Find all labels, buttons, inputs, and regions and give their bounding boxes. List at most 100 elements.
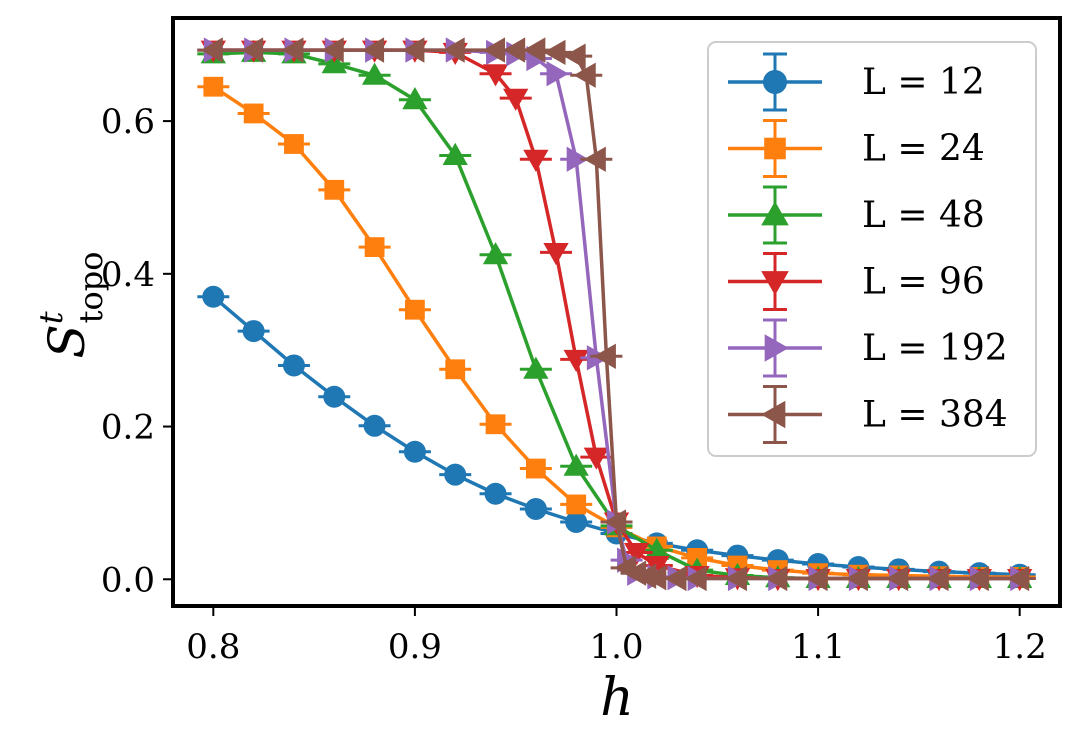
data-point xyxy=(523,149,549,172)
data-point xyxy=(444,463,467,486)
data-point xyxy=(284,134,304,154)
x-tick-label: 1.0 xyxy=(589,627,643,667)
series-1 xyxy=(197,285,1036,586)
data-point xyxy=(724,565,747,592)
axes-layer: 0.8 0.9 1.0 1.1 1.2 0.0 0.2 0.4 0.6 xyxy=(101,16,1062,667)
data-point xyxy=(563,43,586,69)
data-point xyxy=(442,142,468,165)
svg-text:Sttopo: Sttopo xyxy=(32,252,110,359)
data-point xyxy=(1007,565,1030,592)
legend-label: L = 96 xyxy=(862,262,985,303)
legend-marker xyxy=(761,271,789,296)
data-point xyxy=(282,354,305,377)
data-point xyxy=(482,37,506,63)
legend: L = 12 L = 24 L = 48 L = 96 L = 192 L = 384 xyxy=(707,41,1037,457)
y-axis-label-main: S xyxy=(38,324,96,358)
legend-marker xyxy=(764,137,786,160)
legend-marker xyxy=(761,400,786,429)
y-axis-label-sub: topo xyxy=(72,252,110,324)
data-point xyxy=(442,37,465,63)
data-point xyxy=(361,62,388,85)
legend-marker xyxy=(761,201,789,226)
data-point xyxy=(203,76,224,97)
data-point xyxy=(563,349,589,372)
data-point xyxy=(583,146,606,172)
data-point xyxy=(573,62,596,88)
legend-entry-4: L = 96 xyxy=(728,252,985,311)
data-point xyxy=(644,556,670,579)
y-tick-label: 0.2 xyxy=(101,408,155,448)
data-point xyxy=(405,299,425,320)
legend-label: L = 48 xyxy=(862,195,985,236)
data-point xyxy=(503,88,529,111)
data-point xyxy=(242,320,265,343)
y-tick-label: 0.4 xyxy=(101,255,155,295)
legend-box xyxy=(707,41,1037,457)
data-point xyxy=(566,146,589,172)
x-tick-label: 1.1 xyxy=(791,627,845,667)
legend-label: L = 12 xyxy=(862,62,985,103)
data-point xyxy=(243,103,264,124)
legend-entry-5: L = 192 xyxy=(728,318,1008,378)
data-point xyxy=(281,37,304,63)
data-point xyxy=(644,565,667,591)
x-tick-label: 0.9 xyxy=(388,627,442,667)
data-point xyxy=(644,537,670,560)
data-point xyxy=(966,565,989,592)
data-point xyxy=(543,242,569,266)
data-point xyxy=(603,509,626,535)
data-point xyxy=(546,61,569,87)
series-6 xyxy=(197,37,1036,592)
legend-entry-2: L = 24 xyxy=(728,119,985,178)
data-point xyxy=(593,343,616,369)
data-point xyxy=(445,359,466,380)
data-point xyxy=(926,565,949,592)
data-point xyxy=(543,39,566,66)
x-axis-label: h xyxy=(600,668,634,728)
y-axis-label-sup: t xyxy=(32,311,70,324)
data-point xyxy=(240,37,264,63)
data-point xyxy=(403,440,426,463)
data-point xyxy=(482,242,509,265)
data-point xyxy=(485,414,506,435)
data-point xyxy=(634,563,657,589)
data-point xyxy=(323,385,346,408)
data-point xyxy=(363,414,386,437)
legend-marker xyxy=(763,70,787,94)
data-point xyxy=(321,37,344,63)
data-point xyxy=(684,565,707,592)
y-tick-label: 0.0 xyxy=(101,560,155,600)
data-point xyxy=(583,447,609,470)
data-point xyxy=(664,565,687,592)
legend-marker xyxy=(764,334,789,362)
legend-entry-6: L = 384 xyxy=(728,385,1008,444)
plot-frame xyxy=(171,16,1062,608)
data-point xyxy=(484,482,507,505)
data-point xyxy=(563,453,589,476)
legend-label: L = 384 xyxy=(862,395,1008,436)
data-point xyxy=(324,179,345,200)
data-point xyxy=(566,494,587,515)
legend-label: L = 192 xyxy=(862,328,1008,369)
data-point xyxy=(202,285,225,308)
data-point xyxy=(402,87,428,110)
x-tick-label: 1.2 xyxy=(993,627,1047,667)
data-point xyxy=(805,565,828,592)
data-point xyxy=(200,37,223,63)
data-point xyxy=(624,543,650,566)
data-point xyxy=(402,37,425,63)
y-axis-label: Sttopo xyxy=(32,252,110,359)
y-tick-label: 0.6 xyxy=(101,102,155,142)
x-tick-label: 0.8 xyxy=(186,627,240,667)
data-point xyxy=(482,64,509,87)
data-point xyxy=(523,356,549,379)
data-point xyxy=(361,37,385,63)
data-point xyxy=(364,237,385,257)
legend-entry-3: L = 48 xyxy=(728,185,985,245)
data-point xyxy=(523,37,546,63)
legend-label: L = 24 xyxy=(862,129,985,170)
data-point xyxy=(765,565,788,592)
data-point xyxy=(525,458,546,479)
legend-entry-1: L = 12 xyxy=(728,52,985,112)
